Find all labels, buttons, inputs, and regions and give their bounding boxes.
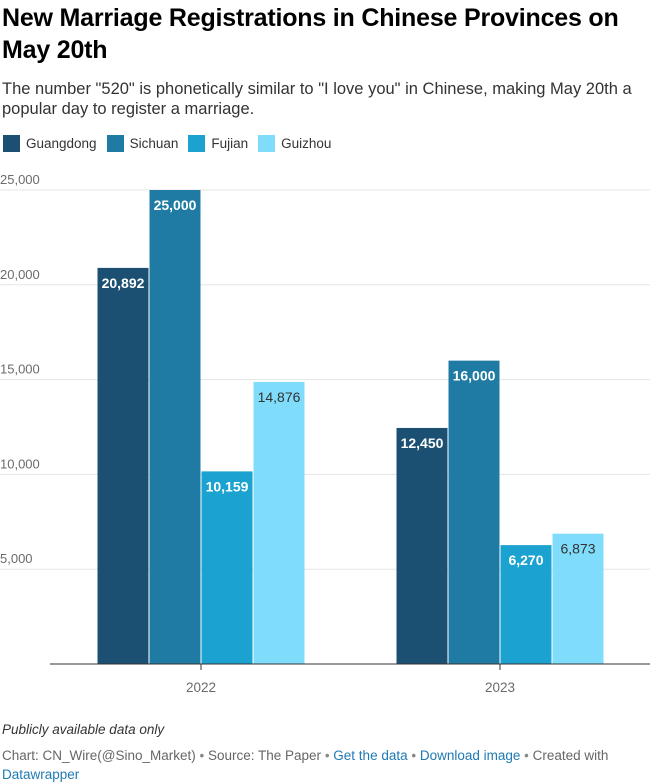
chart-footer: Chart: CN_Wire(@Sino_Market) • Source: T… — [2, 746, 642, 784]
bar-fujian-2022 — [201, 471, 253, 664]
legend-item-guangdong: Guangdong — [3, 135, 97, 152]
bar-value-label: 16,000 — [453, 368, 496, 384]
bar-chart: 5,000 10,000 15,000 20,000 25,000 20,892 25,00… — [0, 172, 650, 695]
datawrapper-link[interactable]: Datawrapper — [2, 767, 80, 782]
footer-separator: • — [195, 748, 208, 763]
legend-swatch-fujian — [188, 135, 206, 152]
x-tick-label: 2023 — [485, 680, 515, 695]
bar-guizhou-2023 — [552, 533, 604, 664]
y-tick-label: 10,000 — [0, 456, 40, 471]
legend-item-fujian: Fujian — [188, 135, 248, 152]
bar-guizhou-2022 — [253, 381, 305, 664]
bar-value-label: 6,270 — [508, 552, 543, 568]
get-data-link[interactable]: Get the data — [333, 748, 408, 763]
x-tick-label: 2022 — [186, 680, 216, 695]
bar-fujian-2023 — [500, 545, 552, 664]
footer-separator: • — [407, 748, 420, 763]
y-tick-label: 15,000 — [0, 362, 40, 377]
legend-label-guizhou: Guizhou — [281, 136, 332, 151]
legend-swatch-guizhou — [258, 135, 276, 152]
legend-item-guizhou: Guizhou — [258, 135, 331, 152]
legend-label-sichuan: Sichuan — [129, 136, 179, 151]
bar-guangdong-2022 — [97, 267, 149, 664]
download-image-link[interactable]: Download image — [419, 748, 521, 763]
bar-value-label: 25,000 — [154, 197, 197, 213]
bar-sichuan-2023 — [448, 360, 500, 664]
chart-subtitle: The number "520" is phonetically similar… — [2, 80, 632, 118]
chart-notes: Publicly available data only — [2, 722, 165, 737]
bar-value-label: 20,892 — [102, 275, 145, 291]
bar-value-label: 10,159 — [206, 478, 249, 494]
footer-source: Source: The Paper — [207, 748, 322, 763]
legend: Guangdong Sichuan Fujian Guizhou — [3, 135, 341, 152]
y-tick-label: 5,000 — [0, 551, 33, 566]
footer-separator: • — [321, 748, 334, 763]
bar-sichuan-2022 — [149, 190, 201, 664]
bar-guangdong-2023 — [396, 427, 448, 664]
chart-title: New Marriage Registrations in Chinese Pr… — [2, 4, 619, 64]
bar-value-label: 14,876 — [258, 389, 301, 405]
bar-value-label: 6,873 — [560, 541, 595, 557]
legend-swatch-guangdong — [3, 135, 20, 152]
footer-separator: • — [520, 748, 533, 763]
bar-value-label: 12,450 — [401, 435, 444, 451]
y-tick-label: 20,000 — [0, 267, 40, 282]
legend-label-guangdong: Guangdong — [26, 136, 97, 151]
legend-item-sichuan: Sichuan — [106, 135, 179, 152]
legend-label-fujian: Fujian — [211, 136, 249, 151]
y-tick-label: 25,000 — [0, 172, 40, 187]
legend-swatch-sichuan — [106, 135, 124, 152]
footer-created-with: Created with — [532, 748, 609, 763]
footer-chart-credit: Chart: CN_Wire(@Sino_Market) — [2, 748, 196, 763]
